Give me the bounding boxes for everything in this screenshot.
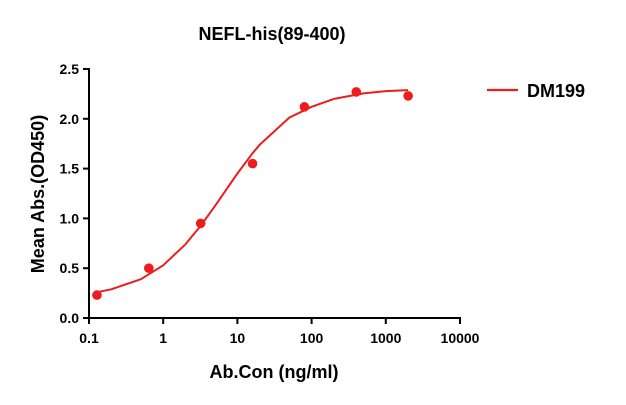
axes: 0.1 1 10 100 1000 10000 0.0 0.5 1.0 1.5 2.0 2.5 (60, 61, 480, 346)
x-axis-label: Ab.Con (ng/ml) (210, 362, 339, 382)
x-tick-label: 10 (230, 330, 246, 346)
data-point-dm199 (92, 290, 102, 300)
y-tick-label: 2.5 (60, 61, 80, 77)
data-point-dm199 (247, 158, 258, 169)
y-tick-label: 1.5 (60, 161, 80, 177)
fit-curve-dm199 (96, 89, 409, 294)
x-tick-label: 10000 (441, 330, 480, 346)
data-point-dm199 (195, 218, 206, 229)
data-point-dm199 (144, 263, 154, 274)
legend: DM199 (487, 81, 585, 101)
plot-area (92, 87, 413, 300)
x-tick-label: 0.1 (79, 330, 99, 346)
chart-title: NEFL-his(89-400) (198, 24, 345, 44)
y-tick-label: 0.0 (60, 310, 80, 326)
data-point-dm199 (299, 102, 310, 112)
legend-label-dm199: DM199 (527, 81, 585, 101)
y-tick-label: 1.0 (60, 210, 80, 226)
x-tick-label: 1 (159, 330, 167, 346)
data-point-dm199 (403, 91, 413, 101)
y-tick-label: 2.0 (60, 111, 80, 127)
x-tick-label: 100 (300, 330, 324, 346)
y-tick-label: 0.5 (60, 260, 80, 276)
x-tick-label: 1000 (370, 330, 401, 346)
y-axis-label: Mean Abs.(OD450) (28, 115, 48, 273)
data-point-dm199 (351, 87, 362, 97)
